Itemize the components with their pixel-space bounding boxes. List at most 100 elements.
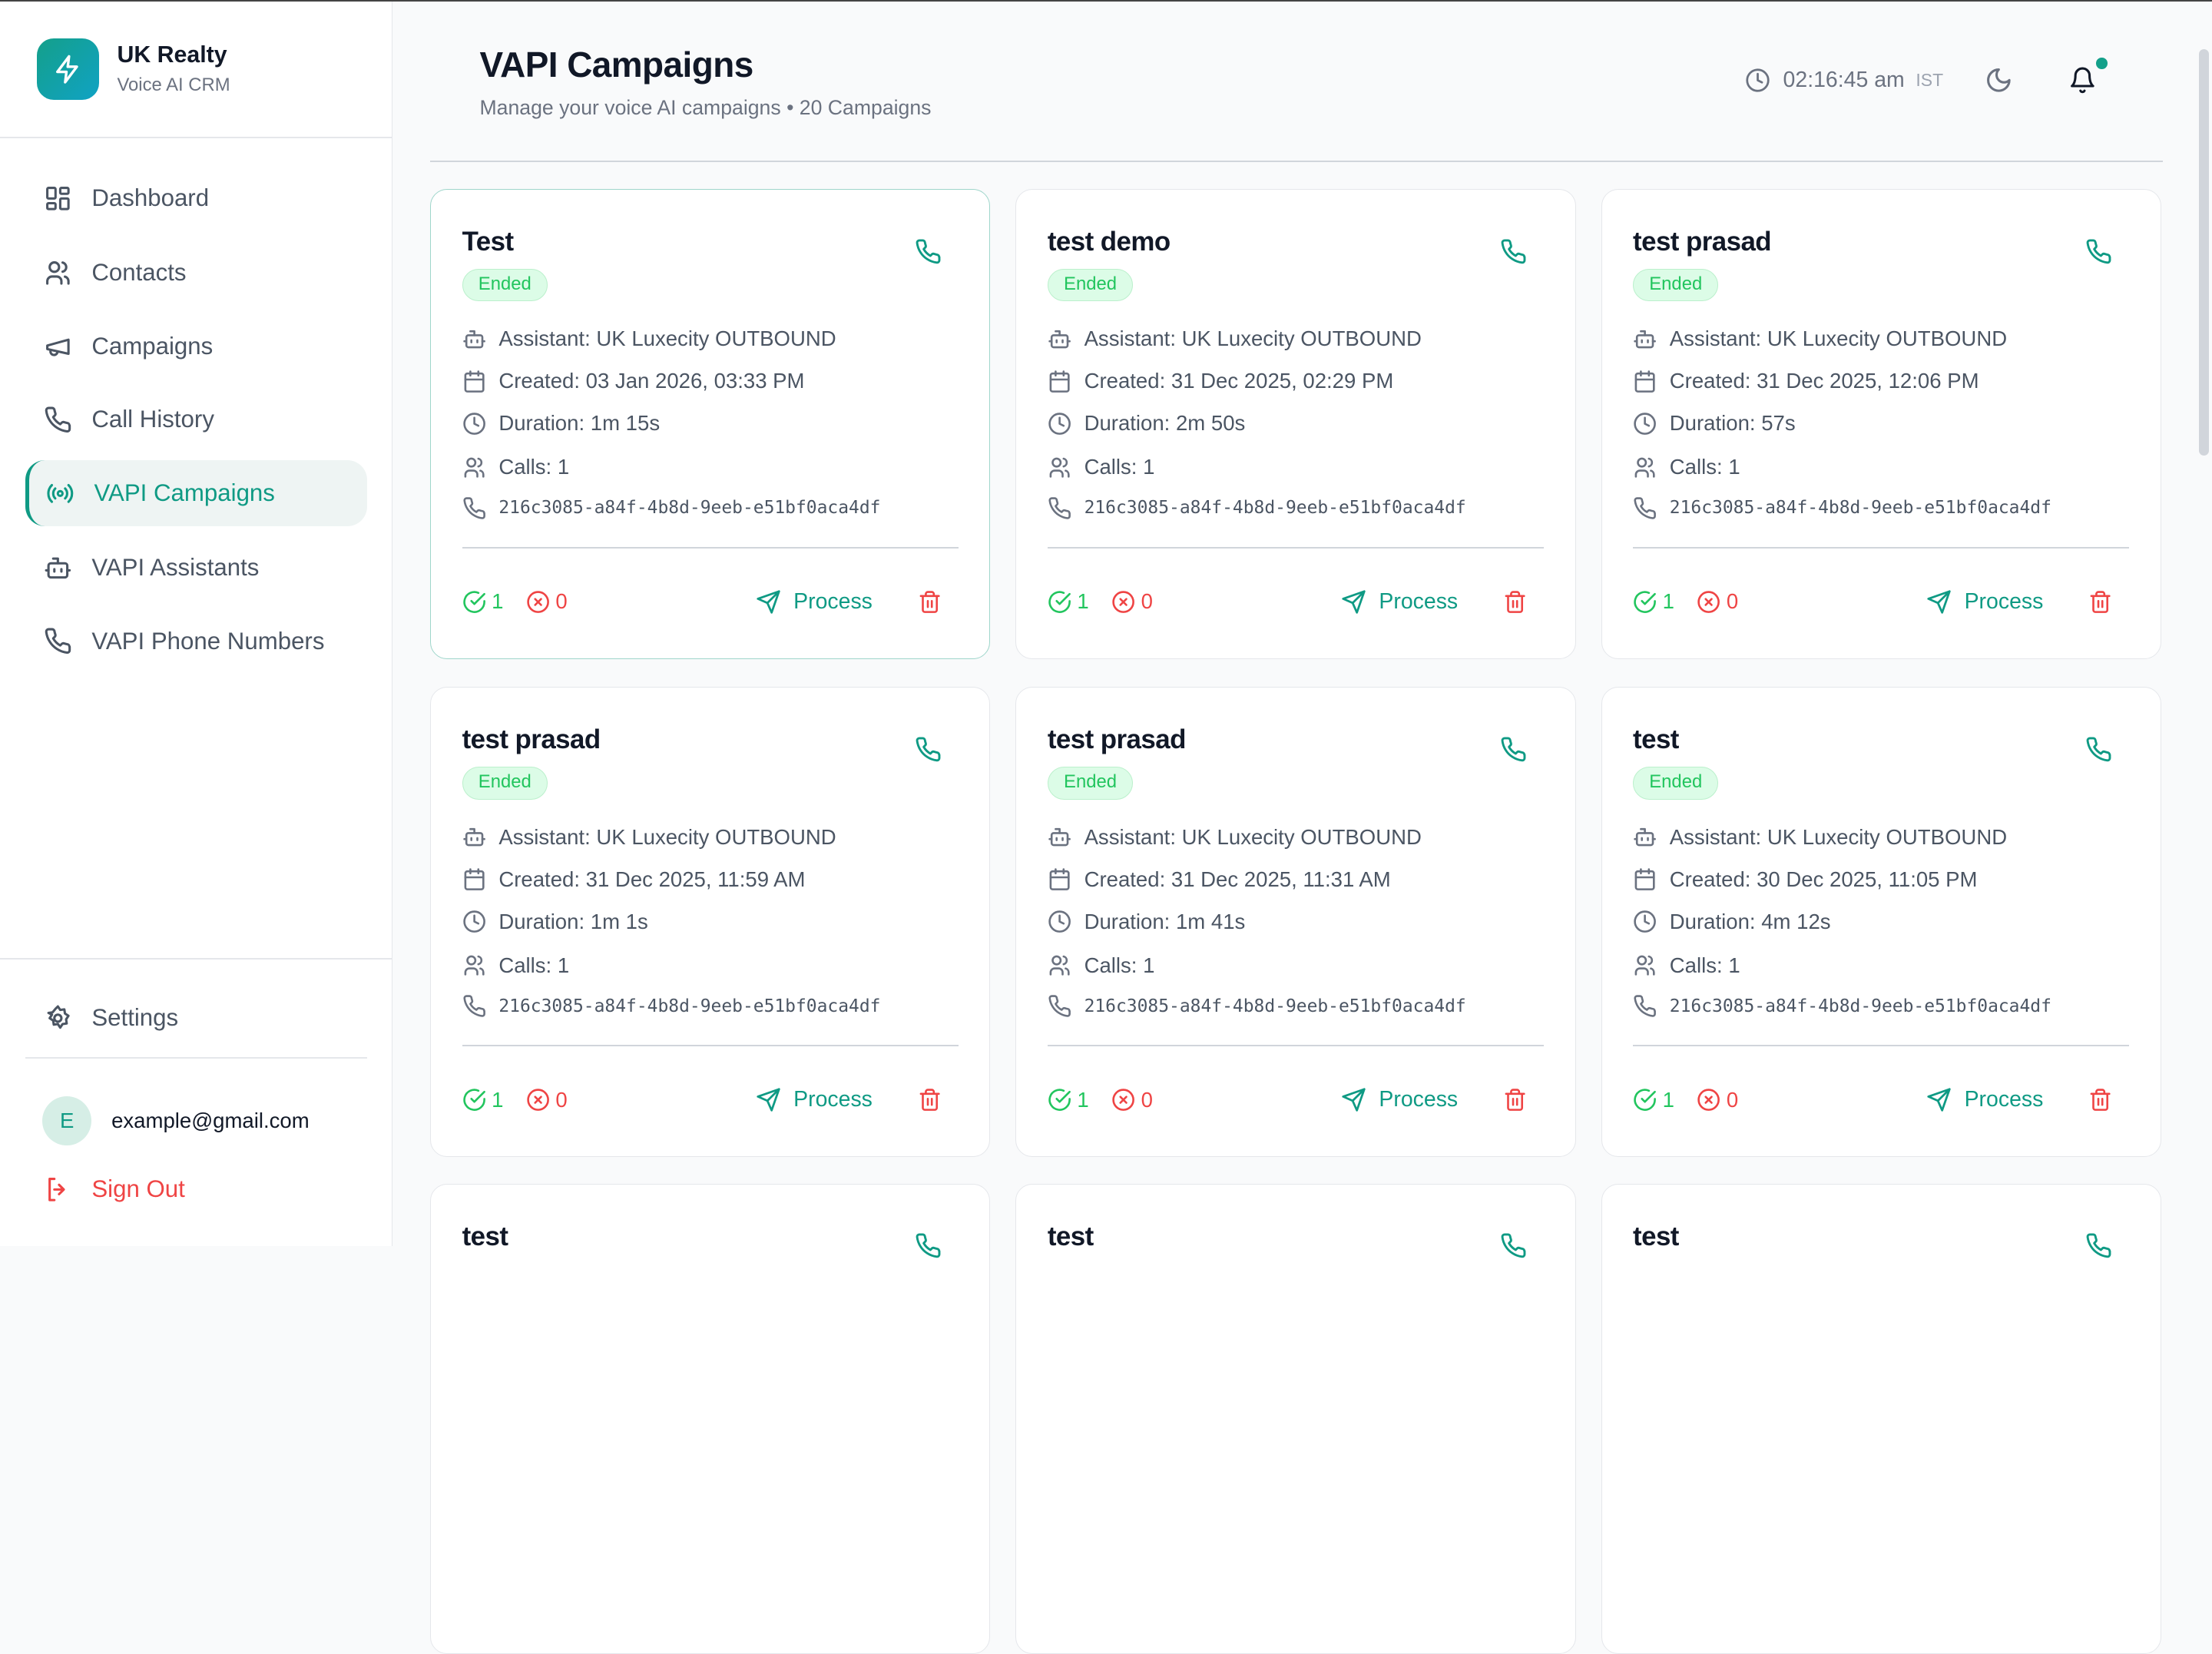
trash-icon[interactable] (918, 590, 942, 614)
call-icon[interactable] (1500, 736, 1527, 763)
campaign-card[interactable]: test (1601, 1183, 2161, 1654)
failed-value: 0 (555, 1087, 568, 1112)
clock-icon (1634, 910, 1656, 933)
moon-icon[interactable] (1985, 66, 2013, 94)
gear-icon (47, 1005, 70, 1029)
failed-count: 0 (1697, 589, 1738, 614)
campaign-card[interactable]: Test Ended Assistant: UK Luxecity OUTBOU… (430, 189, 991, 659)
lightning-logo-icon (36, 38, 99, 101)
trash-icon[interactable] (1503, 590, 1527, 614)
campaign-card[interactable]: test prasad Ended Assistant: UK Luxecity… (1015, 687, 1576, 1158)
created-text: Created: 30 Dec 2025, 11:05 PM (1669, 867, 1978, 891)
call-icon[interactable] (915, 736, 942, 763)
process-label: Process (793, 588, 873, 614)
process-label: Process (1964, 1087, 2044, 1112)
campaign-card[interactable]: test prasad Ended Assistant: UK Luxecity… (430, 687, 991, 1158)
phone-id-text: 216c3085-a84f-4b8d-9eeb-e51bf0aca4df (1084, 996, 1466, 1016)
trash-icon[interactable] (2088, 1088, 2112, 1112)
send-icon (1927, 1088, 1951, 1112)
users-icon (464, 457, 485, 478)
call-icon[interactable] (2085, 238, 2112, 265)
campaign-card[interactable]: test (1015, 1183, 1576, 1654)
created-text: Created: 31 Dec 2025, 02:29 PM (1084, 369, 1394, 393)
bot-icon (462, 330, 485, 348)
failed-count: 0 (1111, 589, 1153, 614)
sidebar-item-vapi-phone-numbers[interactable]: VAPI Phone Numbers (25, 608, 366, 675)
sidebar-item-vapi-campaigns[interactable]: VAPI Campaigns (25, 459, 367, 527)
calls-text: Calls: 1 (498, 953, 570, 977)
phone-id-row: 216c3085-a84f-4b8d-9eeb-e51bf0aca4df (462, 994, 880, 1018)
trash-icon[interactable] (2088, 590, 2112, 614)
duration-text: Duration: 1m 41s (1084, 909, 1246, 933)
trash-icon[interactable] (1503, 1088, 1527, 1112)
campaign-card[interactable]: test demo Ended Assistant: UK Luxecity O… (1015, 189, 1576, 659)
brand: UK Realty Voice AI CRM (36, 38, 230, 101)
campaign-title: test (1633, 1221, 1679, 1251)
assistant-text: Assistant: UK Luxecity OUTBOUND (498, 824, 836, 849)
calls-row: Calls: 1 (1633, 953, 1740, 978)
assistant-text: Assistant: UK Luxecity OUTBOUND (1669, 824, 2008, 849)
success-count: 1 (1633, 1088, 1674, 1112)
check-circle-icon (1048, 1089, 1071, 1112)
sidebar-item-vapi-assistants[interactable]: VAPI Assistants (25, 535, 366, 601)
user-profile[interactable]: E example@gmail.com (42, 1096, 310, 1146)
created-text: Created: 03 Jan 2026, 03:33 PM (498, 369, 805, 393)
check-circle-icon (1048, 591, 1071, 613)
phone-id-row: 216c3085-a84f-4b8d-9eeb-e51bf0aca4df (1633, 496, 2051, 520)
campaign-card[interactable]: test prasad Ended Assistant: UK Luxecity… (1601, 189, 2161, 659)
failed-value: 0 (1141, 589, 1153, 614)
sign-out-button[interactable]: Sign Out (44, 1175, 185, 1204)
sidebar-item-call-history[interactable]: Call History (25, 386, 366, 452)
duration-row: Duration: 1m 15s (462, 411, 660, 436)
campaign-card[interactable]: test Ended Assistant: UK Luxecity OUTBOU… (1601, 687, 2161, 1158)
megaphone-icon (45, 338, 70, 356)
success-value: 1 (492, 589, 504, 614)
calendar-icon (1049, 868, 1070, 891)
assistant-row: Assistant: UK Luxecity OUTBOUND (1048, 326, 1422, 351)
process-button[interactable]: Process (1341, 589, 1458, 615)
x-circle-icon (527, 1089, 549, 1112)
campaign-card[interactable]: test (430, 1183, 991, 1654)
status-badge: Ended (1633, 767, 1719, 800)
bell-icon[interactable] (2068, 66, 2097, 94)
calendar-icon (1049, 370, 1070, 393)
success-count: 1 (1048, 589, 1089, 614)
divider (0, 137, 392, 138)
bot-icon (1634, 330, 1656, 348)
failed-value: 0 (555, 589, 568, 614)
process-button[interactable]: Process (1926, 1087, 2043, 1112)
created-row: Created: 31 Dec 2025, 11:31 AM (1048, 867, 1391, 892)
send-icon (1342, 1088, 1366, 1112)
call-icon[interactable] (2085, 736, 2112, 763)
campaign-title: test prasad (1047, 724, 1187, 755)
divider (1633, 546, 2130, 549)
sidebar-item-settings[interactable]: Settings (25, 985, 366, 1051)
process-button[interactable]: Process (756, 589, 873, 615)
phone-id-row: 216c3085-a84f-4b8d-9eeb-e51bf0aca4df (1633, 994, 2051, 1018)
status-badge: Ended (1047, 268, 1134, 302)
campaign-title: test prasad (1633, 226, 1772, 257)
phone-id-text: 216c3085-a84f-4b8d-9eeb-e51bf0aca4df (1669, 498, 2051, 519)
success-count: 1 (1633, 589, 1674, 614)
users-icon (45, 261, 70, 285)
scrollbar[interactable] (2199, 49, 2210, 456)
call-icon[interactable] (915, 238, 942, 265)
phone-id-text: 216c3085-a84f-4b8d-9eeb-e51bf0aca4df (498, 498, 881, 519)
assistant-text: Assistant: UK Luxecity OUTBOUND (1084, 824, 1422, 849)
sidebar-item-campaigns[interactable]: Campaigns (25, 313, 366, 380)
x-circle-icon (1112, 591, 1135, 613)
phone-id-text: 216c3085-a84f-4b8d-9eeb-e51bf0aca4df (1669, 996, 2051, 1016)
failed-count: 0 (526, 1088, 568, 1112)
assistant-row: Assistant: UK Luxecity OUTBOUND (462, 825, 836, 850)
process-button[interactable]: Process (756, 1087, 873, 1112)
sidebar-item-dashboard[interactable]: Dashboard (25, 165, 366, 231)
trash-icon[interactable] (918, 1088, 942, 1112)
process-button[interactable]: Process (1341, 1087, 1458, 1112)
campaign-title: test demo (1047, 226, 1171, 257)
assistant-text: Assistant: UK Luxecity OUTBOUND (498, 326, 836, 351)
created-row: Created: 31 Dec 2025, 02:29 PM (1048, 369, 1393, 393)
call-icon[interactable] (1500, 238, 1527, 265)
sidebar-item-contacts[interactable]: Contacts (25, 240, 366, 306)
created-text: Created: 31 Dec 2025, 11:31 AM (1084, 867, 1391, 891)
process-button[interactable]: Process (1926, 589, 2043, 615)
